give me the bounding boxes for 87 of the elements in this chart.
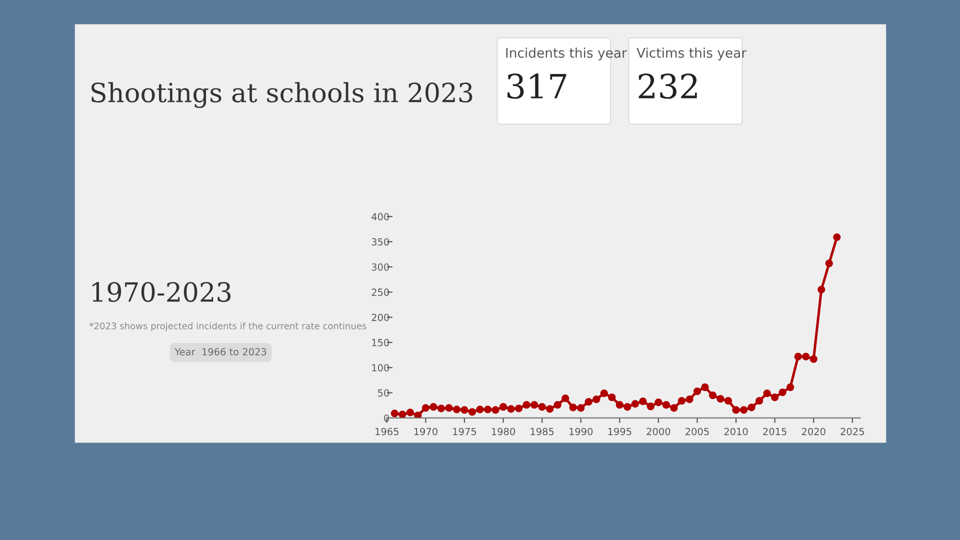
point — [724, 397, 732, 405]
x-tick-label: 1985 — [530, 428, 554, 436]
y-tick-label: 150 — [372, 338, 390, 346]
point — [670, 404, 678, 412]
y-tick-label: 300 — [372, 263, 390, 271]
point — [608, 393, 616, 402]
point — [592, 396, 600, 404]
point — [678, 397, 686, 405]
point — [562, 394, 570, 402]
x-tick-label: 1975 — [453, 428, 476, 436]
y-tick-label: 400 — [372, 213, 390, 220]
point — [514, 404, 523, 412]
point — [624, 403, 632, 411]
text: Victims this year — [636, 48, 747, 60]
point — [584, 398, 592, 406]
x-tick-label: 1970 — [414, 428, 438, 436]
point — [794, 352, 802, 360]
text: *2023 shows projected incidents if the current rate continues — [90, 322, 366, 332]
point — [786, 383, 794, 392]
y-tick-label: 350 — [372, 238, 390, 246]
point — [452, 406, 461, 414]
point — [422, 404, 430, 412]
point — [468, 408, 476, 416]
point — [499, 403, 508, 411]
text: Incidents this year — [506, 48, 627, 60]
y-tick-label: 100 — [372, 364, 390, 372]
x-tick-label: 2010 — [724, 428, 748, 436]
point — [770, 393, 779, 402]
point — [430, 403, 438, 411]
x-tick-label: 2015 — [763, 428, 786, 436]
point — [616, 401, 624, 409]
point — [732, 406, 740, 414]
point — [406, 408, 414, 416]
text: 1970-2023 — [92, 282, 231, 302]
x-tick-label: 2000 — [646, 428, 670, 436]
point — [693, 387, 702, 396]
point — [476, 406, 484, 414]
point — [484, 406, 492, 414]
text: Year 1966 to 2023 — [174, 348, 266, 356]
point — [833, 233, 841, 242]
y-tick-label: 250 — [372, 288, 390, 296]
point — [740, 406, 748, 414]
point — [646, 402, 654, 410]
point — [398, 410, 406, 418]
point — [748, 404, 756, 412]
point — [530, 401, 538, 409]
point — [825, 260, 833, 268]
x-tick-label: 2005 — [686, 428, 709, 436]
point — [639, 398, 647, 406]
point — [554, 401, 562, 409]
point — [716, 395, 724, 403]
point — [802, 352, 810, 360]
point — [577, 404, 585, 412]
y-tick-label: 50 — [378, 389, 390, 397]
point — [778, 388, 786, 396]
point — [763, 389, 771, 398]
point — [390, 410, 398, 418]
point — [569, 404, 577, 412]
point — [701, 383, 709, 392]
x-tick-label: 1995 — [608, 428, 632, 436]
point — [600, 389, 608, 398]
point — [414, 412, 422, 418]
point — [538, 403, 546, 411]
text: 317 — [508, 74, 566, 99]
point — [522, 401, 530, 409]
point — [755, 397, 764, 405]
chart-title: Shootings at schools in 2023 — [92, 82, 472, 108]
x-tick-label: 1990 — [570, 428, 593, 436]
x-tick-label: 2025 — [840, 428, 864, 436]
point — [818, 286, 826, 294]
y-tick-label: 200 — [372, 314, 390, 322]
x-tick-label: 2020 — [802, 428, 826, 436]
point — [662, 401, 670, 409]
point — [507, 405, 515, 413]
point — [546, 405, 554, 413]
point — [437, 404, 446, 412]
point — [810, 355, 818, 363]
point — [631, 400, 639, 408]
point — [492, 406, 500, 414]
point — [654, 398, 662, 406]
point — [708, 391, 717, 400]
point — [460, 406, 468, 414]
point — [445, 404, 453, 412]
point — [686, 396, 694, 404]
x-tick-label: 1980 — [492, 428, 515, 436]
text: 232 — [638, 74, 697, 99]
x-tick-label: 1965 — [376, 428, 398, 436]
